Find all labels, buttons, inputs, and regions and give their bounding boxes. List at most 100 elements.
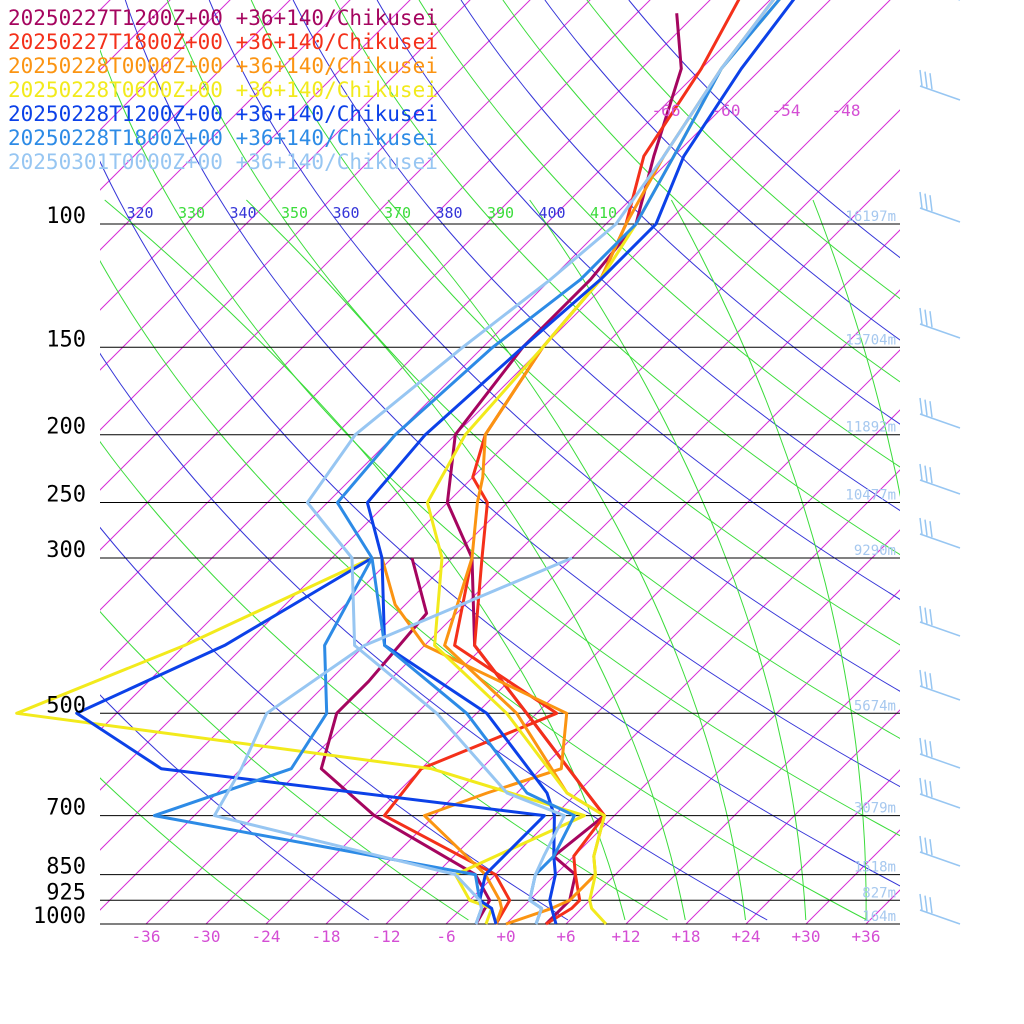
dry-adiabat bbox=[100, 526, 569, 921]
dry-adiabat bbox=[208, 0, 900, 692]
wind-barb-shaft bbox=[919, 323, 961, 339]
pressure-label: 300 bbox=[46, 538, 86, 563]
temperature-tick-label: +12 bbox=[612, 927, 641, 946]
temperature-tick-label: -6 bbox=[436, 927, 455, 946]
moist-adiabat bbox=[246, 199, 686, 921]
wind-barb-flag bbox=[929, 897, 933, 914]
theta-label: 410 bbox=[590, 204, 617, 222]
legend-entry: 20250228T0600Z+00 +36+140/Chikusei bbox=[8, 78, 438, 102]
wind-barb-flag bbox=[919, 307, 923, 325]
theta-label: 380 bbox=[435, 204, 462, 222]
wind-barb-flag bbox=[924, 465, 928, 482]
isotherm-line bbox=[505, 529, 900, 924]
sounding-series bbox=[15, 0, 796, 926]
wind-barb-shaft bbox=[919, 207, 961, 223]
moist-adiabat bbox=[104, 199, 626, 921]
pressure-label: 850 bbox=[46, 855, 86, 880]
theta-label: 400 bbox=[538, 204, 565, 222]
legend: 20250227T1200Z+00 +36+140/Chikusei 202502… bbox=[8, 6, 438, 174]
height-label: 13704m bbox=[845, 332, 896, 348]
dewpoint-line bbox=[15, 556, 586, 925]
wind-barb bbox=[919, 669, 961, 701]
wind-barb-shaft bbox=[919, 753, 961, 769]
wind-barb-flag bbox=[924, 837, 928, 854]
wind-barb-flag bbox=[929, 73, 933, 90]
pressure-label: 700 bbox=[46, 796, 86, 821]
wind-barb-shaft bbox=[919, 479, 961, 495]
dry-adiabat bbox=[100, 352, 768, 921]
wind-barb-flag bbox=[929, 781, 933, 798]
temperature-line bbox=[305, 0, 776, 925]
dry-adiabat bbox=[100, 610, 469, 921]
wind-barb-flag bbox=[924, 309, 928, 326]
wind-barb-flag bbox=[919, 737, 923, 755]
dry-adiabat bbox=[100, 694, 369, 921]
height-label: 11892m bbox=[845, 420, 896, 436]
wind-barb-flag bbox=[924, 71, 928, 88]
temperature-tick-label: -30 bbox=[192, 927, 221, 946]
wind-barb-shaft bbox=[919, 85, 961, 101]
temperature-tick-label: -18 bbox=[312, 927, 341, 946]
temperature-tick-label: -24 bbox=[252, 927, 281, 946]
wind-barb-flag bbox=[929, 311, 933, 328]
wind-barb-shaft bbox=[919, 909, 961, 925]
dry-adiabat bbox=[544, 0, 900, 341]
series-group bbox=[212, 0, 776, 925]
wind-barb-flag bbox=[929, 521, 933, 538]
wind-barb-flag bbox=[929, 195, 933, 212]
dry-adiabat bbox=[100, 440, 668, 921]
isotherm-line bbox=[926, 0, 1024, 924]
dry-adiabat bbox=[418, 0, 900, 468]
temperature-line bbox=[445, 13, 683, 926]
dry-adiabat bbox=[376, 0, 900, 512]
wind-barb-shaft bbox=[919, 621, 961, 637]
wind-barb-flag bbox=[929, 609, 933, 626]
wind-barb-flag bbox=[919, 517, 923, 535]
wind-barb-flag bbox=[929, 467, 933, 484]
temperature-tick-label: +6 bbox=[556, 927, 575, 946]
dewpoint-line bbox=[75, 556, 546, 925]
dewpoint-line bbox=[380, 557, 569, 925]
wind-barb-flag bbox=[919, 893, 923, 911]
upper-temperature-label: -60 bbox=[712, 101, 741, 120]
isotherm-line bbox=[100, 0, 411, 311]
wind-barb-flag bbox=[919, 605, 923, 623]
pressure-label: 150 bbox=[46, 327, 86, 352]
wind-barb bbox=[919, 69, 961, 101]
series-group bbox=[75, 0, 796, 925]
legend-entry: 20250227T1800Z+00 +36+140/Chikusei bbox=[8, 30, 438, 54]
dry-adiabat bbox=[502, 0, 900, 383]
pressure-label: 1000 bbox=[33, 904, 86, 929]
wind-barb-flag bbox=[924, 671, 928, 688]
wind-barb-flag bbox=[929, 401, 933, 418]
pressure-label: 925 bbox=[46, 880, 86, 905]
pressure-label: 250 bbox=[46, 483, 86, 508]
wind-barb-flag bbox=[919, 777, 923, 795]
dry-adiabat bbox=[250, 0, 900, 646]
legend-entry: 20250228T1200Z+00 +36+140/Chikusei bbox=[8, 102, 438, 126]
wind-barb bbox=[919, 893, 961, 925]
dry-adiabat bbox=[166, 0, 900, 740]
wind-barb-flag bbox=[924, 607, 928, 624]
wind-barb bbox=[919, 777, 961, 809]
height-label: 9290m bbox=[854, 543, 896, 559]
theta-label: 350 bbox=[281, 204, 308, 222]
temperature-tick-label: +24 bbox=[732, 927, 761, 946]
wind-barb-flag bbox=[919, 463, 923, 481]
theta-label: 330 bbox=[178, 204, 205, 222]
dry-adiabat bbox=[586, 0, 900, 300]
isotherm-line bbox=[445, 469, 900, 924]
height-label: 1518m bbox=[854, 860, 896, 876]
wind-barb bbox=[919, 191, 961, 223]
wind-barb-shaft bbox=[919, 851, 961, 867]
moist-adiabat bbox=[529, 199, 807, 921]
wind-barb-flag bbox=[919, 397, 923, 415]
dry-adiabat bbox=[334, 0, 900, 556]
isotherm-line bbox=[625, 649, 900, 924]
series-group bbox=[380, 0, 776, 926]
wind-barb-flag bbox=[929, 741, 933, 758]
pressure-label: 200 bbox=[46, 415, 86, 440]
wind-barb-flag bbox=[924, 779, 928, 796]
wind-barb bbox=[919, 835, 961, 867]
